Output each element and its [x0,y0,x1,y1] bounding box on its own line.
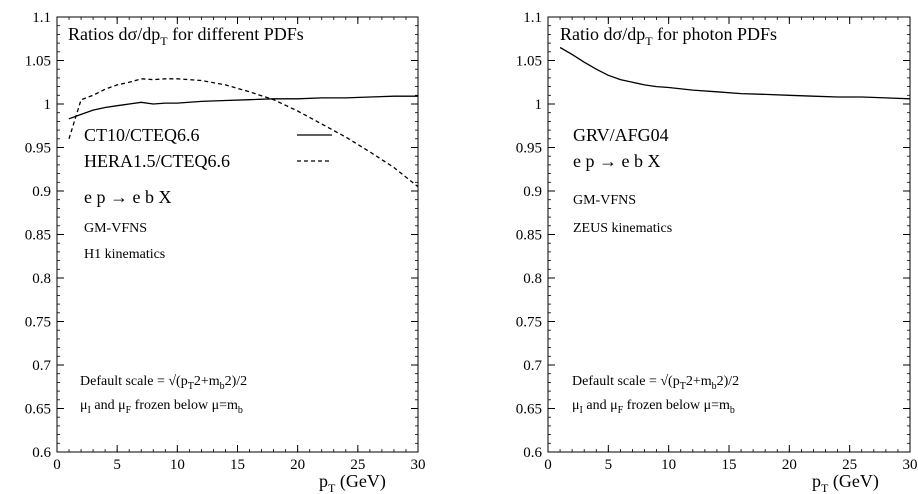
legend-label-hera: HERA1.5/CTEQ6.6 [84,151,230,171]
left-y-tick-label: 0.7 [32,358,51,374]
left-x-tick-label: 10 [170,457,185,473]
right-y-tick-label: 0.75 [516,315,542,331]
left-series-line-dashed [68,78,419,188]
left-x-tick-label: 30 [411,457,426,473]
left-scheme-label: GM-VFNS [84,221,147,236]
right-y-tick-label: 0.95 [516,141,542,157]
left-process-label: e p → e b X [84,187,171,207]
right-kinematics-label: ZEUS kinematics [573,221,672,236]
legend-label-ct10: CT10/CTEQ6.6 [84,125,200,145]
right-process-label: e p → e b X [573,151,660,171]
right-y-tick-label: 0.8 [523,271,542,287]
left-scale-note: Default scale = √(pT2+mb2)/2 [80,374,247,392]
right-x-tick-label: 20 [782,457,797,473]
right-x-tick-label: 25 [842,457,857,473]
right-series [559,46,911,100]
left-y-tick-label: 0.95 [25,141,51,157]
right-x-tick-label: 10 [661,457,676,473]
right-series-line-solid [559,46,911,100]
right-x-axis-label: pT (GeV) [812,471,879,494]
left-x-tick-label: 5 [113,457,121,473]
left-y-tick-label: 0.85 [25,228,51,244]
right-x-tick-label: 15 [722,457,737,473]
left-y-tick-label: 0.9 [32,184,51,200]
right-scheme-label: GM-VFNS [573,193,636,208]
right-y-tick-label: 1.05 [516,54,542,70]
right-y-tick-label: 1.1 [523,10,542,26]
left-y-tick-label: 0.8 [32,271,51,287]
right-y-tick-label: 1 [535,97,543,113]
left-x-tick-label: 15 [230,457,245,473]
left-y-tick-label: 0.65 [25,402,51,418]
left-y-tick-label: 1 [44,97,52,113]
left-x-tick-label: 25 [350,457,365,473]
right-x-tick-label: 5 [605,457,613,473]
right-x-tick-label: 30 [903,457,918,473]
right-x-ticks: 0 5 10 15 20 25 30 [544,17,918,473]
left-x-tick-label: 20 [290,457,305,473]
left-y-tick-label: 1.05 [25,54,51,70]
right-x-tick-label: 0 [544,457,552,473]
right-y-tick-label: 0.7 [523,358,542,374]
right-pdf-label: GRV/AFG04 [573,125,669,145]
right-y-tick-label: 0.65 [516,402,542,418]
left-y-tick-label: 0.6 [32,445,51,461]
left-x-axis-label: pT (GeV) [319,471,386,494]
left-chart-title: Ratios dσ/dpT for different PDFs [68,24,304,48]
right-y-ticks: 0.6 0.65 0.7 0.75 0.8 0.85 0.9 0.95 1 1.05 1.1 [516,10,910,461]
left-series [68,78,419,188]
right-chart-title: Ratio dσ/dpT for photon PDFs [560,24,777,48]
right-mu-note: μI and μF frozen below μ=mb [572,398,735,416]
left-kinematics-label: H1 kinematics [84,247,165,262]
left-mu-note: μI and μF frozen below μ=mb [80,398,243,416]
right-scale-note: Default scale = √(pT2+mb2)/2 [572,374,739,392]
left-chart: 0.6 0.65 0.7 0.75 0.8 0.85 0.9 0.95 1 1.05 1.1 0 5 1… [25,10,426,494]
left-y-tick-label: 0.75 [25,315,51,331]
right-chart: 0.6 0.65 0.7 0.75 0.8 0.85 0.9 0.95 1 1.05 1.1 0 5 1… [516,10,918,494]
left-y-ticks: 0.6 0.65 0.7 0.75 0.8 0.85 0.9 0.95 1 1.05 1.1 [25,10,418,461]
left-series-line-solid [68,95,418,120]
left-y-tick-label: 1.1 [32,10,51,26]
left-x-ticks: 0 5 10 15 20 25 30 [53,17,426,473]
right-y-tick-label: 0.6 [523,445,542,461]
left-x-tick-label: 0 [53,457,61,473]
right-y-tick-label: 0.9 [523,184,542,200]
right-y-tick-label: 0.85 [516,228,542,244]
